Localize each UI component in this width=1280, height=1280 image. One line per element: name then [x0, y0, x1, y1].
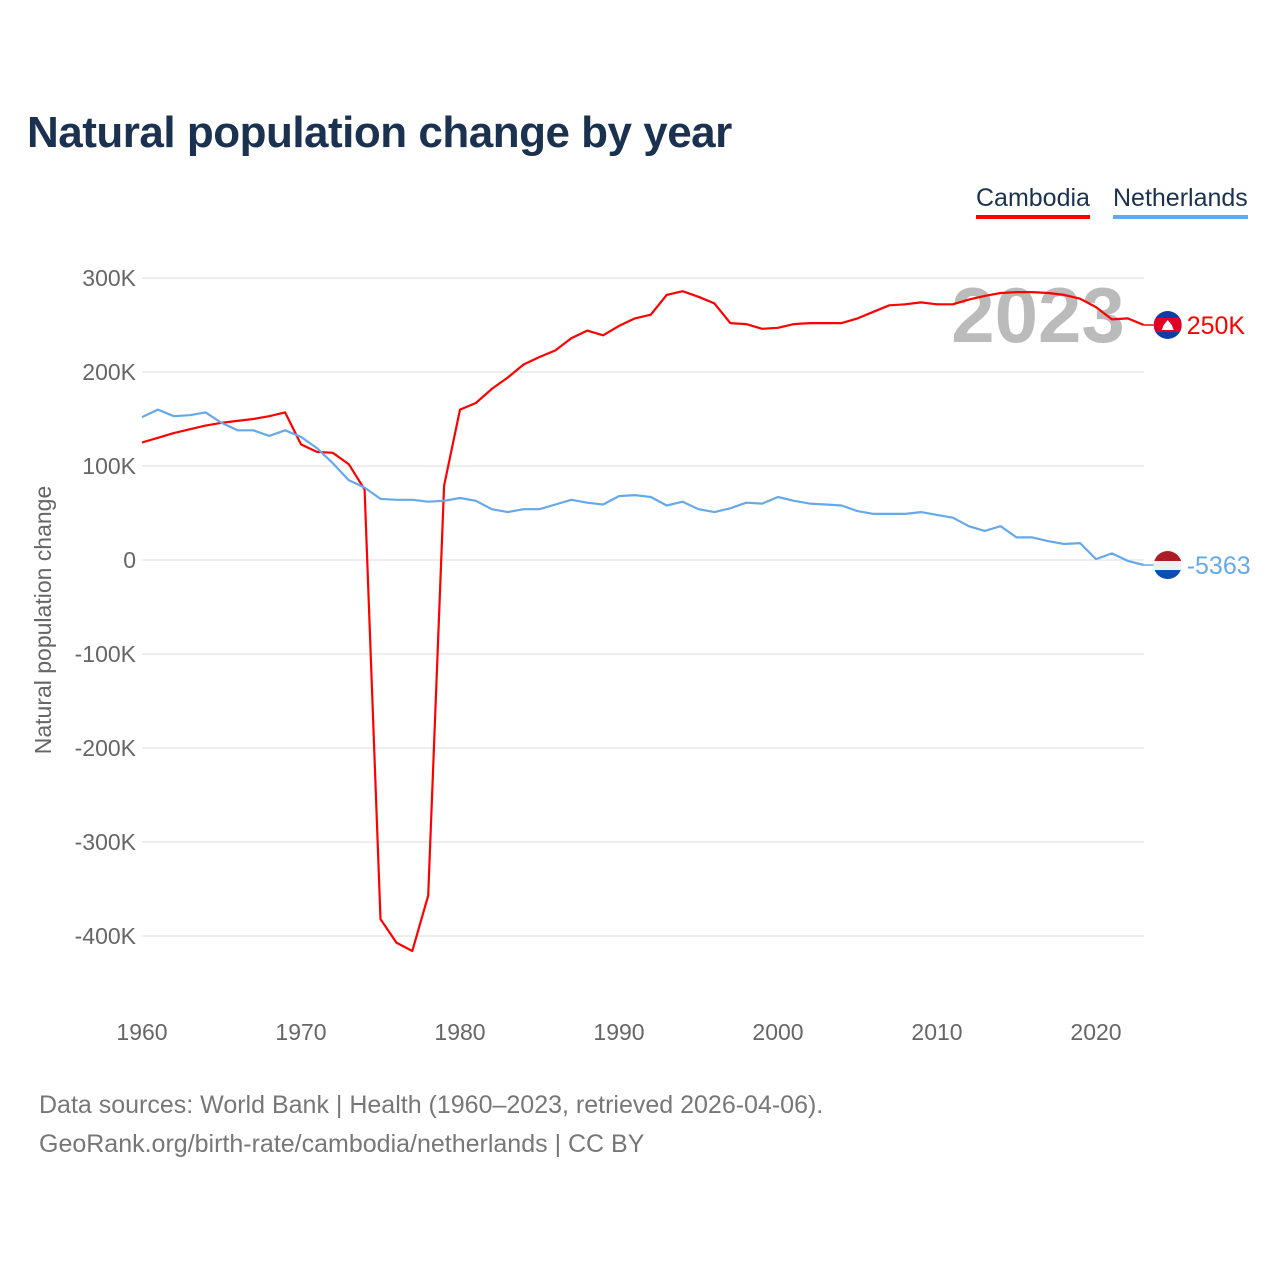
y-tick-label: -100K: [75, 641, 137, 667]
attribution-link[interactable]: GeoRank.org/birth-rate/cambodia/netherla…: [39, 1130, 645, 1158]
x-tick-label: 1980: [434, 1019, 485, 1045]
year-annotation: 2023: [951, 271, 1125, 359]
y-tick-label: -300K: [75, 829, 137, 855]
y-tick-label: 300K: [82, 265, 136, 291]
netherlands-flag-icon: [1153, 551, 1182, 580]
x-tick-label: 2000: [752, 1019, 803, 1045]
x-tick-label: 2020: [1070, 1019, 1121, 1045]
legend-item-netherlands[interactable]: Netherlands: [1113, 184, 1248, 219]
flag-white: [1153, 561, 1182, 571]
flag-blue: [1153, 570, 1182, 580]
end-value-label: 250K: [1187, 312, 1246, 340]
y-tick-label: -400K: [75, 923, 137, 949]
cambodia-flag-icon: [1153, 311, 1182, 339]
legend-item-cambodia[interactable]: Cambodia: [976, 184, 1090, 219]
y-tick-label: 200K: [82, 359, 136, 385]
data-source-note: Data sources: World Bank | Health (1960–…: [39, 1091, 824, 1119]
flag-red: [1153, 551, 1182, 562]
series-line-netherlands: [141, 408, 1144, 567]
y-tick-label: -200K: [75, 735, 137, 761]
end-value-label: -5363: [1187, 552, 1251, 580]
y-axis-label: Natural population change: [30, 486, 56, 755]
chart-title: Natural population change by year: [27, 108, 732, 157]
temple-icon: [1161, 320, 1174, 330]
y-tick-label: 100K: [82, 453, 136, 479]
footer: Data sources: World Bank | Health (1960–…: [39, 1086, 823, 1164]
series-line-cambodia: [141, 290, 1145, 953]
flag-body: [1153, 551, 1182, 580]
flag-body: [1153, 311, 1182, 339]
x-tick-label: 1990: [593, 1019, 644, 1045]
x-tick-label: 1970: [275, 1019, 326, 1045]
x-tick-label: 2010: [911, 1019, 962, 1045]
x-tick-label: 1960: [116, 1019, 167, 1045]
y-tick-label: 0: [123, 547, 136, 573]
